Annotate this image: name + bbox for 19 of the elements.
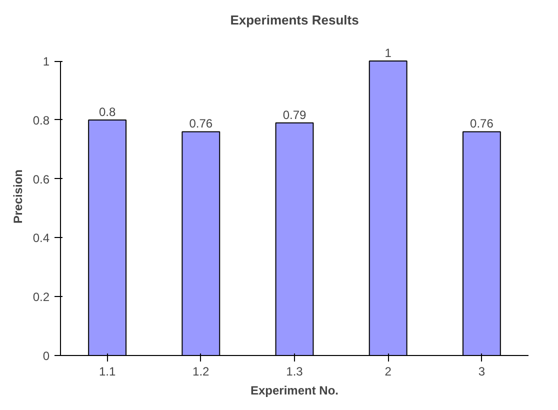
y-tick-label: 0 <box>42 349 50 363</box>
x-tick-label: 3 <box>478 364 486 378</box>
y-tick-label: 0.4 <box>32 231 50 246</box>
chart-title: Experiments Results <box>230 12 359 28</box>
x-axis-title: Experiment No. <box>250 384 339 398</box>
data-label: 0.79 <box>282 108 307 122</box>
y-tick-label: 0.8 <box>32 113 50 128</box>
y-tick-label: 0.6 <box>32 172 50 186</box>
data-label: 0.76 <box>189 116 213 131</box>
x-tick-label: 2 <box>384 364 392 378</box>
data-label: 1 <box>384 46 392 60</box>
x-tick-label: 1.3 <box>286 364 304 378</box>
y-axis-title: Precision <box>10 169 25 224</box>
data-label: 0.76 <box>470 116 494 131</box>
data-label: 0.8 <box>98 104 116 119</box>
y-tick-label: 0.2 <box>32 290 50 304</box>
x-tick-label: 1.1 <box>98 364 116 378</box>
x-tick-label: 1.2 <box>192 364 210 378</box>
y-tick-label: 1 <box>42 54 50 69</box>
